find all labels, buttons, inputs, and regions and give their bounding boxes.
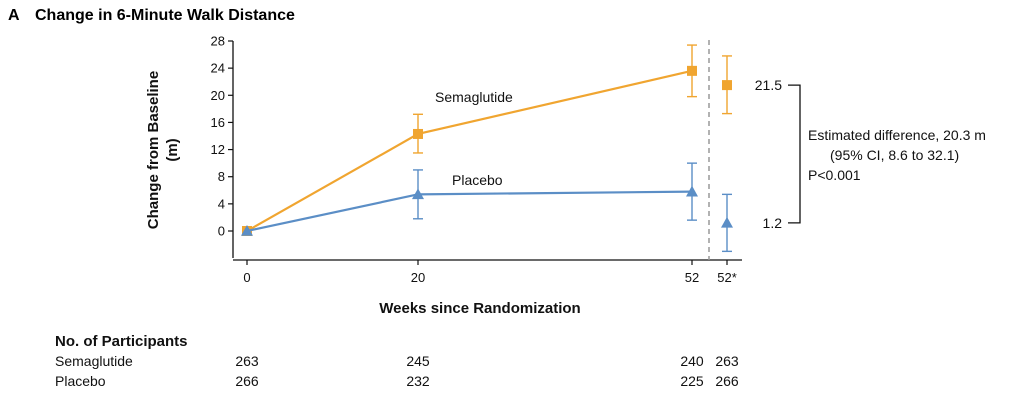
participants-cell: 225	[680, 373, 704, 389]
placebo-point	[686, 185, 698, 197]
participants-cell: 266	[715, 373, 739, 389]
placebo-point	[241, 225, 253, 236]
participants-cell: 263	[235, 353, 259, 369]
participants-cell: 266	[235, 373, 259, 389]
y-tick-label: 12	[211, 142, 225, 157]
participants-cell: 240	[680, 353, 704, 369]
placebo-estimate-point	[721, 216, 733, 228]
semaglutide-estimate-label: 21.5	[755, 77, 782, 93]
participants-cell: 245	[406, 353, 430, 369]
participants-row-name: Placebo	[55, 373, 106, 389]
participants-header: No. of Participants	[55, 333, 188, 350]
semaglutide-series-label: Semaglutide	[435, 89, 513, 105]
x-tick-label: 20	[411, 270, 425, 285]
placebo-series-label: Placebo	[452, 172, 503, 188]
chart-axes: 0 4 8 12 16 20 24 28 0 20 52 52*	[211, 34, 742, 285]
annotation-line3: P<0.001	[808, 167, 861, 183]
semaglutide-point	[687, 65, 697, 76]
placebo-estimate-label: 1.2	[763, 215, 783, 231]
placebo-line	[246, 190, 693, 233]
y-tick-label: 0	[218, 224, 225, 239]
panel-title: Change in 6-Minute Walk Distance	[35, 7, 295, 24]
x-tick-label: 0	[243, 270, 250, 285]
y-tick-label: 20	[211, 88, 225, 103]
annotation-line1: Estimated difference, 20.3 m	[808, 127, 986, 143]
y-tick-label: 28	[211, 34, 225, 49]
y-tick-label: 16	[211, 115, 225, 130]
x-tick-label: 52	[685, 270, 699, 285]
x-axis-label: Weeks since Randomization	[379, 300, 580, 317]
y-tick-label: 4	[218, 196, 225, 211]
y-axis-label-line2: (m)	[164, 138, 181, 161]
participants-row-name: Semaglutide	[55, 353, 133, 369]
participants-table: No. of Participants Semaglutide 263 245 240…	[55, 333, 739, 389]
placebo-point	[412, 188, 424, 200]
chart-series: Semaglutide Placebo 21.5 1.2	[241, 44, 801, 253]
x-tick-label: 52*	[717, 270, 737, 285]
y-tick-label: 8	[218, 169, 225, 184]
annotation-line2: (95% CI, 8.6 to 32.1)	[830, 147, 959, 163]
participants-cell: 263	[715, 353, 739, 369]
y-axis-label-line1: Change from Baseline	[145, 71, 162, 229]
panel-letter: A	[8, 7, 20, 24]
semaglutide-point	[413, 128, 423, 139]
semaglutide-estimate-point	[722, 80, 732, 91]
difference-bracket	[788, 84, 801, 224]
y-tick-label: 24	[211, 61, 225, 76]
participants-cell: 232	[406, 373, 430, 389]
